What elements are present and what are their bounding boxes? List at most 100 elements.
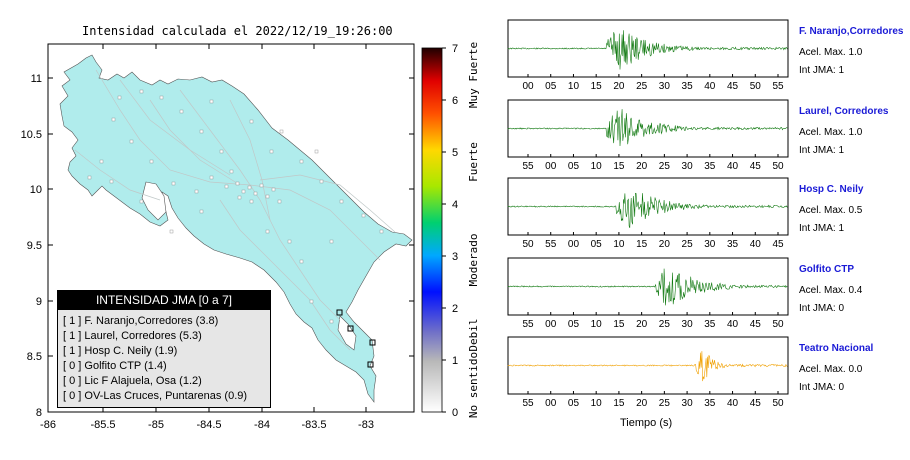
station-int-jma: Int JMA: 1 [799, 65, 845, 76]
road-line [229, 99, 271, 221]
time-tick-label: 15 [636, 239, 648, 250]
time-tick-label: 25 [659, 161, 671, 172]
x-tick-label: -83.5 [301, 419, 326, 431]
x-tick-label: -86 [40, 419, 56, 431]
station-name: F. Naranjo,Corredores [799, 26, 904, 37]
x-tick-label: -85.5 [90, 419, 115, 431]
station-markers [336, 309, 376, 368]
town-marker [159, 95, 164, 100]
time-tick-label: 45 [772, 239, 784, 250]
station-int-jma: Int JMA: 1 [799, 223, 845, 234]
road-line [149, 99, 241, 186]
time-tick-label: 40 [704, 81, 716, 92]
station-acel-max: Acel. Max. 0.5 [799, 205, 863, 216]
time-tick-label: 10 [591, 161, 603, 172]
station-name: Laurel, Corredores [799, 106, 889, 117]
time-tick-label: 10 [568, 81, 580, 92]
time-tick-label: 35 [727, 239, 739, 250]
town-marker [287, 239, 292, 244]
station-marker [347, 325, 354, 332]
time-tick-label: 55 [545, 239, 557, 250]
colorbar-tick-label: 5 [452, 147, 458, 159]
town-marker [279, 129, 284, 134]
town-marker [259, 183, 264, 188]
town-marker [299, 159, 304, 164]
station-name: Hosp C. Neily [799, 184, 864, 195]
time-tick-label: 20 [636, 161, 648, 172]
town-marker [199, 129, 204, 134]
time-tick-label: 25 [636, 81, 648, 92]
town-marker [253, 191, 258, 196]
x-tick-label: -84.5 [196, 419, 221, 431]
town-marker [171, 181, 176, 186]
town-marker [277, 199, 282, 204]
y-tick-label: 11 [31, 73, 42, 85]
time-tick-label: 55 [772, 81, 784, 92]
station-acel-max: Acel. Max. 1.0 [799, 127, 863, 138]
time-tick-label: 50 [750, 81, 762, 92]
colorbar-ramp [421, 47, 443, 413]
time-tick-label: 15 [613, 161, 625, 172]
time-tick-label: 00 [522, 81, 534, 92]
waveform-line [507, 30, 788, 70]
time-tick-label: 50 [522, 239, 534, 250]
time-tick-label: 40 [727, 319, 739, 330]
station-int-jma: Int JMA: 1 [799, 145, 845, 156]
road-network [74, 69, 396, 351]
colorbar-tick-label: 6 [452, 95, 458, 107]
time-tick-label: 55 [522, 161, 534, 172]
town-markers [87, 89, 384, 324]
town-marker [249, 119, 254, 124]
town-marker [265, 229, 270, 234]
legend-row: [ 1 ] Laurel, Corredores (5.3) [63, 330, 202, 342]
legend-row: [ 0 ] Golfito CTP (1.4) [63, 360, 167, 372]
time-tick-label: 40 [727, 161, 739, 172]
road-line [74, 149, 161, 201]
time-tick-label: 15 [613, 398, 625, 409]
town-marker [209, 175, 214, 180]
town-marker [149, 159, 154, 164]
road-line [95, 69, 381, 261]
station-marker [367, 361, 374, 368]
time-tick-label: 00 [545, 398, 557, 409]
colorbar-tick-label: 1 [452, 355, 458, 367]
colorbar-tick-label: 0 [452, 407, 458, 419]
time-tick-label: 15 [591, 81, 603, 92]
colorbar-ticks: 7 6 5 4 3 2 1 0 [442, 43, 458, 419]
station-acel-max: Acel. Max. 0.4 [799, 285, 863, 296]
time-tick-label: 35 [704, 161, 716, 172]
legend-title: INTENSIDAD JMA [0 a 7] [58, 291, 270, 310]
town-marker [199, 209, 204, 214]
time-tick-label: 05 [568, 161, 580, 172]
panel-frame [507, 257, 789, 316]
town-marker [99, 159, 104, 164]
town-marker [229, 169, 234, 174]
time-tick-label: 30 [682, 161, 694, 172]
time-tick-label: 55 [522, 398, 534, 409]
time-tick-label: 35 [682, 81, 694, 92]
town-marker [179, 109, 184, 114]
town-marker [379, 229, 384, 234]
time-tick-label: 10 [591, 319, 603, 330]
town-marker [139, 199, 144, 204]
town-marker [139, 89, 144, 94]
time-tick-label: 10 [591, 398, 603, 409]
colorbar-tick-label: 7 [452, 43, 458, 55]
time-tick-label: 40 [750, 239, 762, 250]
town-marker [329, 319, 334, 324]
x-tick-label: -83 [358, 419, 374, 431]
town-marker [237, 195, 242, 200]
station-marker [336, 309, 343, 316]
station-marker [369, 339, 376, 346]
town-marker [224, 184, 229, 189]
time-tick-label: 40 [727, 398, 739, 409]
time-tick-label: 25 [659, 398, 671, 409]
time-tick-label: 05 [568, 319, 580, 330]
town-marker [329, 239, 334, 244]
time-tick-label: 45 [750, 319, 762, 330]
time-tick-label: 10 [613, 239, 625, 250]
time-tick-label: 45 [750, 161, 762, 172]
x-tick-label: -85 [148, 419, 164, 431]
